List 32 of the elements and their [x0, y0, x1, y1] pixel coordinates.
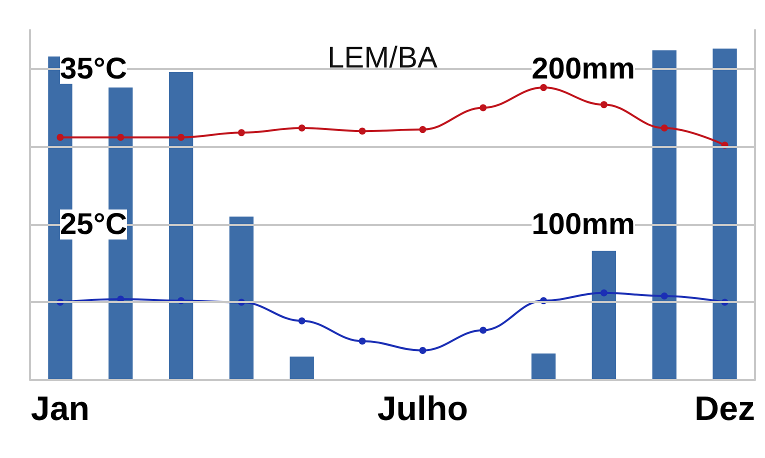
bar [592, 250, 616, 380]
point [238, 129, 245, 136]
point [419, 126, 426, 134]
bar [229, 216, 254, 380]
point [660, 124, 668, 132]
chart-title: LEM/BA [327, 42, 438, 74]
x-tick-label: Julho [377, 390, 468, 428]
point [56, 134, 64, 141]
bar [531, 354, 556, 380]
x-tick-label: Jan [30, 390, 90, 428]
point [419, 346, 426, 354]
point [358, 128, 366, 135]
point [600, 289, 608, 296]
point [660, 292, 668, 300]
bar [168, 72, 194, 380]
point [480, 326, 487, 334]
point [298, 124, 306, 132]
point [480, 104, 487, 112]
y-tick-label: 35°C [60, 52, 128, 86]
point [600, 101, 608, 108]
bar [290, 356, 314, 380]
bar [712, 48, 737, 380]
x-tick-label: Dez [694, 390, 756, 428]
point [298, 317, 306, 324]
point [540, 84, 548, 92]
bar [652, 50, 676, 380]
y2-tick-label: 200mm [532, 52, 635, 86]
point [178, 134, 185, 141]
y-tick-label: 25°C [60, 208, 128, 241]
point [358, 338, 366, 345]
y2-tick-label: 100mm [532, 208, 635, 241]
point [117, 134, 124, 141]
